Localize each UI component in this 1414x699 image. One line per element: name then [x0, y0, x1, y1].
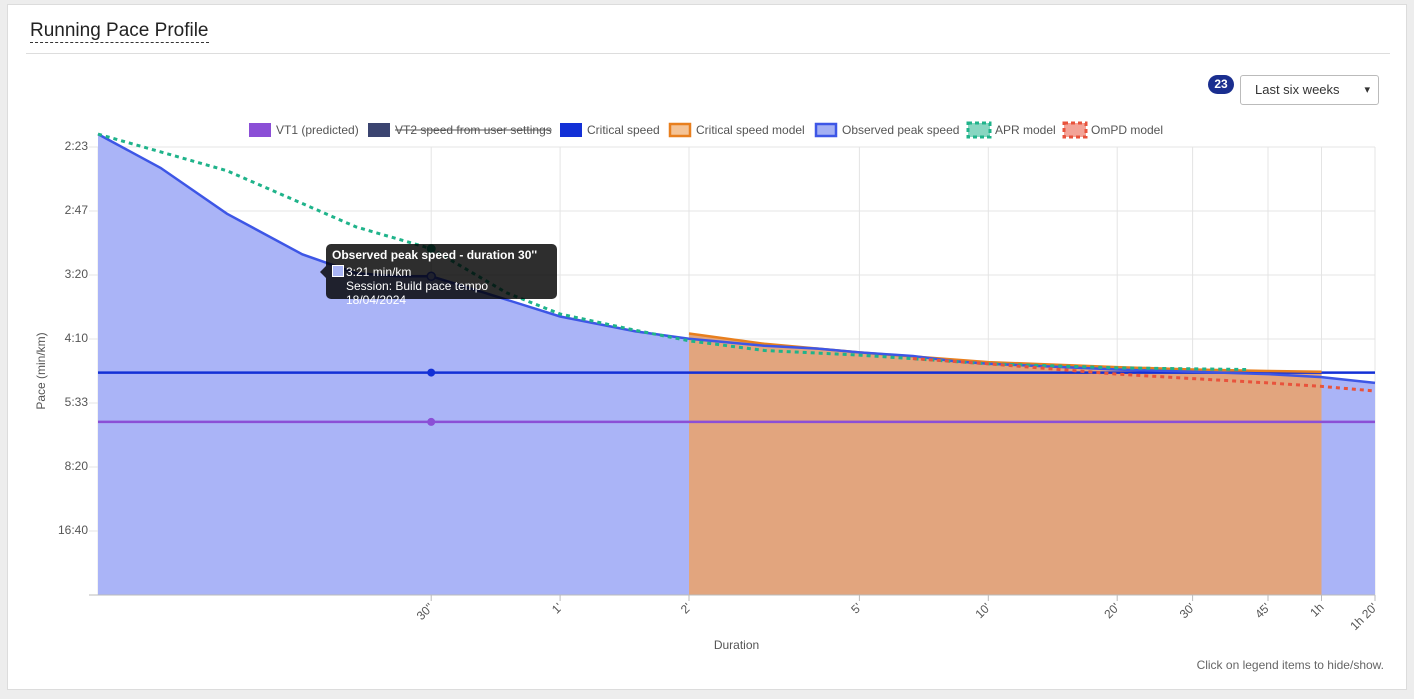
legend-hint: Click on legend items to hide/show. [1196, 658, 1384, 672]
card-title[interactable]: Running Pace Profile [30, 20, 209, 43]
legend-swatch [560, 123, 582, 137]
ompd-model-line [912, 357, 1376, 393]
chevron-down-icon: ▾ [1364, 84, 1370, 96]
legend-label: Observed peak speed [842, 123, 959, 137]
y-axis-title: Pace (min/km) [34, 332, 48, 409]
x-tick-label: 45' [1252, 600, 1273, 621]
activity-count-badge: 23 [1208, 75, 1234, 94]
legend-label: APR model [995, 123, 1056, 137]
legend-item[interactable]: OmPD model [1062, 121, 1163, 139]
x-tick-label: 20' [1101, 600, 1122, 621]
y-tick-label: 2:47 [65, 203, 89, 217]
y-tick-label: 2:23 [65, 139, 89, 153]
y-tick-label: 5:33 [65, 395, 89, 409]
tooltip-title: Observed peak speed - duration 30'' [332, 248, 538, 262]
legend-swatch [249, 123, 271, 137]
x-tick-label: 30' [1177, 600, 1198, 621]
y-tick-label: 4:10 [65, 331, 89, 345]
legend-swatch [814, 122, 838, 138]
tooltip-value-row: 3:21 min/km [332, 265, 551, 279]
legend-item[interactable]: Observed peak speed [814, 122, 959, 138]
legend-item[interactable]: VT2 speed from user settings [368, 123, 552, 137]
tooltip-swatch [332, 265, 344, 277]
x-tick-label: 30'' [414, 600, 437, 623]
x-tick-label: 1h 20' [1347, 600, 1380, 633]
legend-swatch [1062, 121, 1088, 139]
legend-label: Critical speed model [696, 123, 805, 137]
critical-speed-point [427, 368, 436, 377]
legend-label: VT1 (predicted) [276, 123, 359, 137]
x-tick-label: 1h [1307, 600, 1326, 619]
lines [97, 132, 1376, 424]
x-axis-title: Duration [714, 638, 759, 652]
legend-swatch [966, 121, 992, 139]
tooltip-session: Session: Build pace tempo 18/04/2024 [346, 279, 489, 307]
legend: VT1 (predicted) VT2 speed from user setti… [249, 121, 1163, 139]
x-tick-label: 10' [972, 600, 993, 621]
areas [98, 134, 1375, 595]
legend-item[interactable]: Critical speed [560, 123, 660, 137]
y-tick-label: 8:20 [65, 459, 89, 473]
title-divider [26, 53, 1390, 54]
critical-speed-model-area [689, 333, 1322, 595]
tooltip-value: 3:21 min/km [346, 265, 412, 279]
tooltip-caret [320, 266, 326, 278]
period-select[interactable]: Last six weeks ▾ [1240, 75, 1379, 105]
legend-item[interactable]: APR model [966, 121, 1056, 139]
y-tick-label: 16:40 [58, 523, 88, 537]
period-select-value: Last six weeks [1255, 82, 1340, 97]
legend-label: Critical speed [587, 123, 660, 137]
vt1-predicted--point [427, 417, 436, 426]
legend-item[interactable]: Critical speed model [668, 122, 805, 138]
legend-item[interactable]: VT1 (predicted) [249, 123, 359, 137]
legend-swatch [368, 123, 390, 137]
legend-label: OmPD model [1091, 123, 1163, 137]
chart-tooltip: Observed peak speed - duration 30'' 3:21… [320, 244, 557, 307]
y-tick-label: 3:20 [65, 267, 89, 281]
x-tick-label: 1' [549, 600, 565, 616]
legend-swatch [668, 122, 692, 138]
x-tick-label: 2' [678, 600, 694, 616]
x-tick-label: 5' [848, 600, 864, 616]
